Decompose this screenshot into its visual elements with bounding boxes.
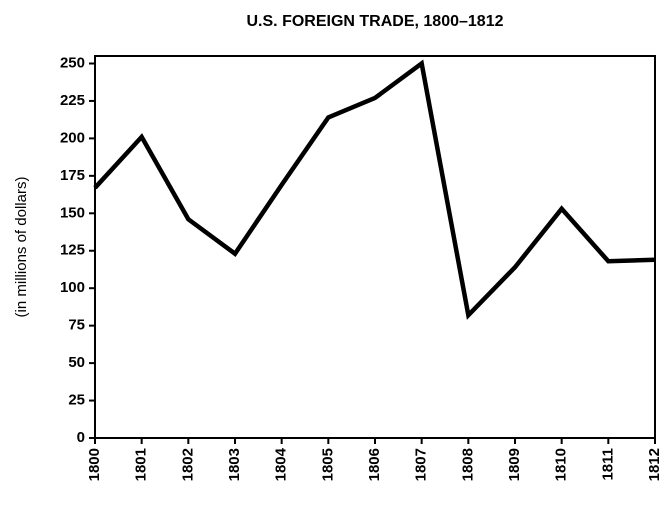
x-tick-label: 1809 bbox=[506, 448, 523, 481]
y-tick-label: 25 bbox=[68, 392, 85, 409]
y-tick-label: 75 bbox=[68, 317, 85, 334]
x-tick-label: 1806 bbox=[366, 448, 383, 481]
x-tick-label: 1803 bbox=[226, 448, 243, 481]
data-line bbox=[93, 59, 656, 320]
y-tick-label: 175 bbox=[60, 167, 85, 184]
y-tick-label: 125 bbox=[60, 242, 85, 259]
x-tick-label: 1805 bbox=[319, 448, 336, 481]
x-tick-label: 1811 bbox=[599, 448, 616, 481]
plot-frame bbox=[94, 55, 656, 439]
y-tick-label: 0 bbox=[77, 429, 85, 446]
x-tick-label: 1801 bbox=[133, 448, 150, 481]
chart-title: U.S. FOREIGN TRADE, 1800–1812 bbox=[247, 13, 504, 30]
y-tick-label: 50 bbox=[68, 354, 85, 371]
y-tick-label: 225 bbox=[60, 92, 85, 109]
y-tick-label: 150 bbox=[60, 204, 85, 221]
y-tick-label: 100 bbox=[60, 279, 85, 296]
x-tick-label: 1802 bbox=[179, 448, 196, 481]
y-axis-label: (in millions of dollars) bbox=[13, 177, 30, 318]
y-tick-label: 250 bbox=[60, 54, 85, 71]
y-tick-label: 200 bbox=[60, 129, 85, 146]
x-tick-label: 1807 bbox=[413, 448, 430, 481]
x-tick-label: 1800 bbox=[86, 448, 103, 481]
x-tick-label: 1808 bbox=[459, 448, 476, 481]
x-tick-label: 1804 bbox=[273, 447, 290, 481]
x-tick-label: 1810 bbox=[553, 448, 570, 481]
x-tick-label: 1812 bbox=[646, 448, 661, 481]
